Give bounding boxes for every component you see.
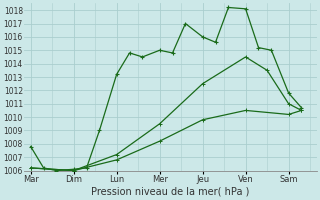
X-axis label: Pression niveau de la mer( hPa ): Pression niveau de la mer( hPa ) (91, 187, 250, 197)
